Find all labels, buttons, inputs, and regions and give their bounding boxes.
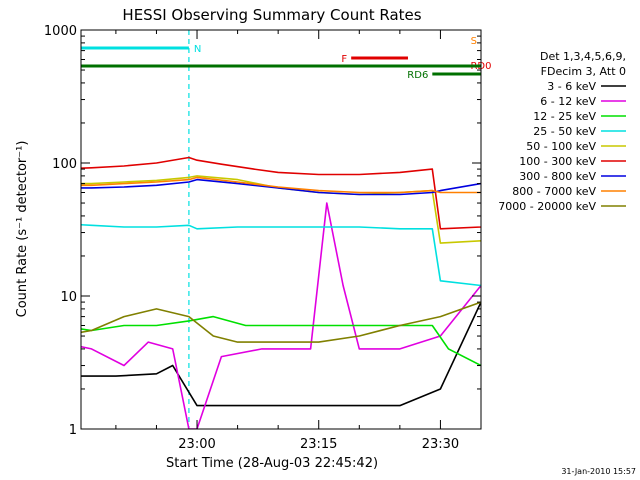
y-tick-label-2: 100 (52, 157, 77, 172)
series-line-1 (81, 202, 481, 429)
series-line-6 (81, 178, 481, 196)
x-axis-label: Start Time (28-Aug-03 22:45:42) (166, 456, 378, 471)
y-axis-label: Count Rate (s⁻¹ detector⁻¹) (15, 141, 30, 318)
legend-label-1: 6 - 12 keV (540, 95, 596, 108)
legend-label-6: 300 - 800 keV (519, 170, 596, 183)
legend-label-2: 12 - 25 keV (533, 110, 596, 123)
series-line-8 (81, 301, 481, 343)
flag-label-4: RD6 (407, 70, 428, 81)
legend-label-4: 50 - 100 keV (526, 140, 596, 153)
x-tick-label-0: 23:00 (178, 437, 215, 452)
legend-label-0: 3 - 6 keV (547, 80, 596, 93)
plot-area (81, 30, 481, 429)
legend-header-1: FDecim 3, Att 0 (541, 65, 626, 78)
y-tick-label-3: 1000 (44, 24, 77, 39)
legend-label-5: 100 - 300 keV (519, 155, 596, 168)
flag-label-1: F (341, 54, 347, 65)
series-line-3 (81, 223, 481, 287)
footer-date: 31-Jan-2010 15:57 (561, 467, 636, 476)
y-tick-label-0: 1 (69, 423, 77, 438)
plot-frame (80, 29, 482, 430)
chart-title: HESSI Observing Summary Count Rates (122, 6, 421, 24)
legend-label-7: 800 - 7000 keV (512, 185, 596, 198)
legend-label-8: 7000 - 20000 keV (498, 200, 596, 213)
axes: 1 10 100 1000 23:00 23:15 23:30 (44, 24, 482, 452)
series-line-7 (81, 176, 481, 194)
x-tick-label-2: 23:30 (422, 437, 459, 452)
series-line-0 (81, 301, 481, 407)
series-line-5 (81, 156, 481, 230)
series-line-4 (81, 175, 481, 244)
y-tick-label-1: 10 (60, 290, 77, 305)
x-tick-label-1: 23:15 (300, 437, 337, 452)
flag-label-0: N (194, 44, 201, 55)
flag-bars: NFRD0RD6S (81, 36, 492, 81)
legend-header-0: Det 1,3,4,5,6,9, (540, 50, 626, 63)
series-line-2 (81, 315, 481, 367)
flag-label-5: S (471, 36, 477, 47)
legend: Det 1,3,4,5,6,9, FDecim 3, Att 0 3 - 6 keV… (498, 50, 626, 213)
legend-label-3: 25 - 50 keV (533, 125, 596, 138)
